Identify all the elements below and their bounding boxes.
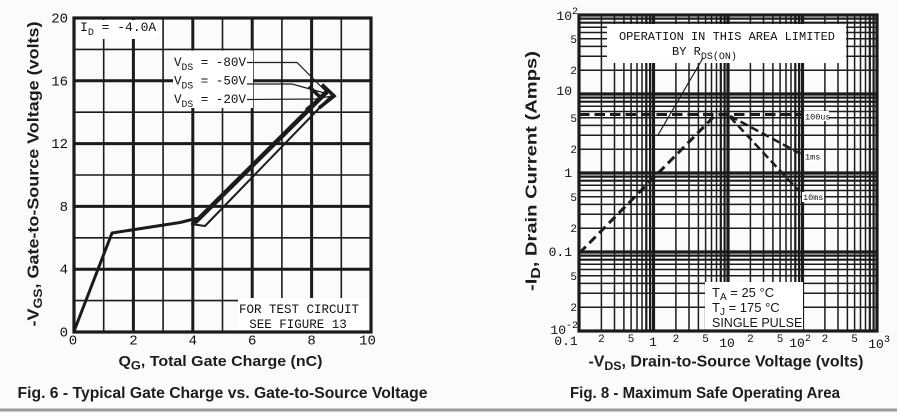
svg-text:2: 2: [570, 303, 577, 315]
svg-text:2: 2: [598, 334, 605, 346]
svg-text:10: 10: [556, 9, 572, 24]
svg-text:0: 0: [60, 326, 68, 342]
svg-text:Fig. 6 - Typical Gate Charge v: Fig. 6 - Typical Gate Charge vs. Gate-to…: [18, 385, 428, 402]
svg-text:10: 10: [556, 84, 572, 99]
svg-text:20: 20: [51, 12, 68, 28]
svg-text:5: 5: [570, 193, 577, 205]
svg-text:10ms: 10ms: [803, 193, 823, 203]
svg-text:QG, Total Gate Charge (nC): QG, Total Gate Charge (nC): [119, 353, 323, 373]
svg-text:2: 2: [747, 334, 754, 346]
svg-text:3: 3: [884, 335, 890, 346]
svg-text:5: 5: [702, 334, 709, 346]
svg-text:SEE FIGURE 13: SEE FIGURE 13: [249, 318, 347, 332]
svg-text:10: 10: [719, 336, 735, 351]
svg-text:SINGLE PULSE: SINGLE PULSE: [712, 316, 802, 330]
svg-text:VDS = -80V: VDS = -80V: [174, 55, 246, 74]
svg-text:10: 10: [868, 337, 884, 352]
svg-text:2: 2: [572, 7, 578, 18]
svg-text:2: 2: [673, 334, 680, 346]
svg-text:6: 6: [248, 334, 256, 350]
svg-text:2: 2: [805, 334, 811, 345]
svg-text:4: 4: [189, 334, 197, 350]
svg-text:12: 12: [51, 137, 68, 153]
svg-text:1ms: 1ms: [805, 153, 820, 163]
svg-text:2: 2: [129, 334, 137, 350]
svg-text:2: 2: [570, 145, 577, 157]
svg-text:-ID, Drain Current (Amps): -ID, Drain Current (Amps): [524, 51, 544, 291]
svg-text:10: 10: [359, 334, 376, 350]
svg-text:TJ = 175 °C: TJ = 175 °C: [712, 300, 780, 318]
svg-text:-VGS, Gate-to-Source Voltage (: -VGS, Gate-to-Source Voltage (volts): [26, 22, 46, 327]
svg-text:5: 5: [570, 114, 577, 126]
svg-text:TA = 25 °C: TA = 25 °C: [712, 285, 774, 303]
svg-text:0.1: 0.1: [554, 334, 578, 349]
svg-text:8: 8: [60, 200, 68, 216]
svg-text:2: 2: [570, 224, 577, 236]
svg-text:2: 2: [570, 66, 577, 78]
svg-text:1: 1: [564, 166, 572, 181]
svg-text:16: 16: [51, 74, 68, 90]
svg-text:OPERATION IN THIS AREA LIMITED: OPERATION IN THIS AREA LIMITED: [619, 30, 835, 44]
svg-text:1: 1: [649, 335, 657, 350]
svg-text:2: 2: [822, 334, 829, 346]
svg-text:0.1: 0.1: [549, 245, 573, 260]
svg-text:8: 8: [307, 334, 315, 350]
svg-text:5: 5: [777, 334, 784, 346]
svg-text:5: 5: [570, 35, 577, 47]
svg-text:10: 10: [550, 323, 566, 338]
svg-text:ID = -4.0A: ID = -4.0A: [80, 20, 156, 39]
svg-text:5: 5: [628, 334, 635, 346]
svg-text:5: 5: [570, 272, 577, 284]
svg-text:FOR TEST CIRCUIT: FOR TEST CIRCUIT: [239, 303, 360, 317]
svg-text:100us: 100us: [805, 113, 831, 123]
svg-text:-VDS, Drain-to-Source Voltage: -VDS, Drain-to-Source Voltage (volts): [589, 354, 864, 374]
svg-text:VDS = -20V: VDS = -20V: [174, 92, 246, 111]
svg-text:4: 4: [60, 263, 68, 279]
svg-text:-2: -2: [566, 321, 578, 332]
svg-text:10: 10: [789, 336, 805, 351]
svg-text:5: 5: [851, 334, 858, 346]
svg-text:0: 0: [69, 334, 77, 350]
svg-text:Fig. 8 - Maximum Safe Operatin: Fig. 8 - Maximum Safe Operating Area: [570, 385, 840, 402]
